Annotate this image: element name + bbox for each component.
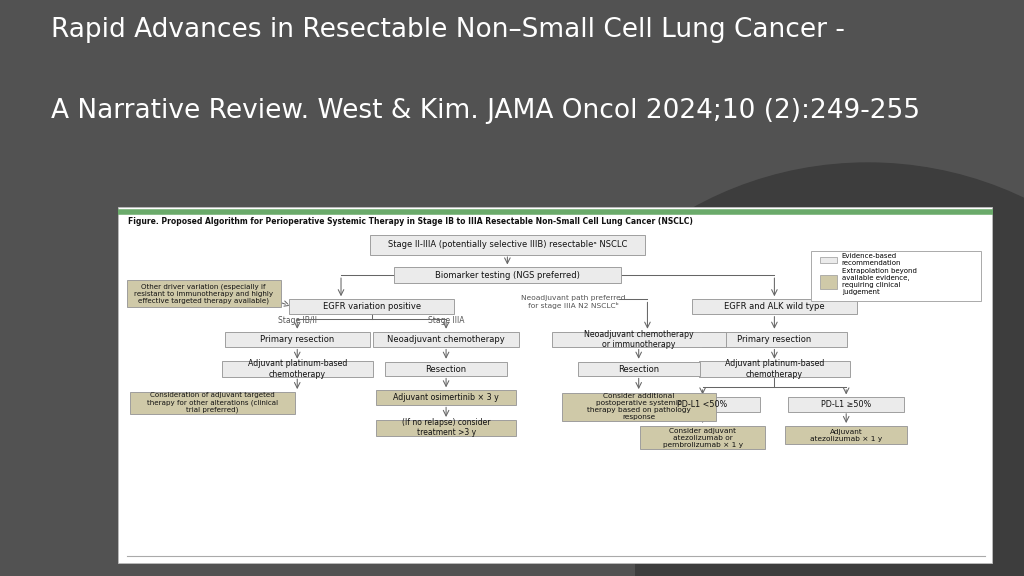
FancyBboxPatch shape <box>561 392 716 420</box>
Text: Primary resection: Primary resection <box>737 335 812 344</box>
Text: Neoadjuvant chemotherapy: Neoadjuvant chemotherapy <box>387 335 505 344</box>
FancyBboxPatch shape <box>640 426 765 449</box>
FancyBboxPatch shape <box>289 299 455 314</box>
FancyBboxPatch shape <box>224 332 370 347</box>
Text: Consider additional
postoperative systemic
therapy based on pathology
response: Consider additional postoperative system… <box>587 393 690 420</box>
Circle shape <box>521 163 1024 576</box>
FancyBboxPatch shape <box>820 257 838 263</box>
Text: Adjuvant platinum-based
chemotherapy: Adjuvant platinum-based chemotherapy <box>725 359 824 379</box>
FancyBboxPatch shape <box>552 332 726 347</box>
FancyBboxPatch shape <box>578 362 699 376</box>
FancyBboxPatch shape <box>394 267 621 283</box>
Text: Evidence-based
recommendation: Evidence-based recommendation <box>842 253 901 266</box>
Text: Stage II-IIIA (potentially selective IIIB) resectableᵃ NSCLC: Stage II-IIIA (potentially selective III… <box>388 240 627 249</box>
Text: Neoadjuvant chemotherapy
or immunotherapy: Neoadjuvant chemotherapy or immunotherap… <box>584 330 693 349</box>
FancyBboxPatch shape <box>820 275 838 289</box>
FancyBboxPatch shape <box>385 362 507 376</box>
Text: PD-L1 ≥50%: PD-L1 ≥50% <box>821 400 871 409</box>
Text: Adjuvant
atezolizumab × 1 y: Adjuvant atezolizumab × 1 y <box>810 429 883 442</box>
Text: PD-L1 <50%: PD-L1 <50% <box>678 400 728 409</box>
FancyBboxPatch shape <box>691 299 857 314</box>
Text: Primary resection: Primary resection <box>260 335 335 344</box>
Text: (If no relapse) consider
treatment >3 y: (If no relapse) consider treatment >3 y <box>401 418 490 437</box>
FancyBboxPatch shape <box>701 332 847 347</box>
FancyBboxPatch shape <box>699 361 850 377</box>
FancyBboxPatch shape <box>118 207 993 564</box>
Text: Consider adjuvant
atezolizumab or
pembrolizumab × 1 y: Consider adjuvant atezolizumab or pembro… <box>663 428 742 448</box>
Text: Adjuvant platinum-based
chemotherapy: Adjuvant platinum-based chemotherapy <box>248 359 347 379</box>
Text: Rapid Advances in Resectable Non–Small Cell Lung Cancer -: Rapid Advances in Resectable Non–Small C… <box>51 17 845 43</box>
Text: Resection: Resection <box>426 365 467 374</box>
FancyBboxPatch shape <box>788 397 904 412</box>
FancyBboxPatch shape <box>127 280 281 308</box>
Text: EGFR and ALK wild type: EGFR and ALK wild type <box>724 302 824 311</box>
Text: Figure. Proposed Algorithm for Perioperative Systemic Therapy in Stage IB to III: Figure. Proposed Algorithm for Periopera… <box>128 217 693 226</box>
Text: Consideration of adjuvant targeted
therapy for other alterations (clinical
trial: Consideration of adjuvant targeted thera… <box>146 392 278 413</box>
FancyBboxPatch shape <box>785 426 907 445</box>
FancyBboxPatch shape <box>130 392 295 414</box>
FancyBboxPatch shape <box>374 332 519 347</box>
FancyBboxPatch shape <box>222 361 373 377</box>
Text: Other driver variation (especially if
resistant to immunotherapy and highly
effe: Other driver variation (especially if re… <box>134 283 273 304</box>
Text: Adjuvant osimertinib × 3 y: Adjuvant osimertinib × 3 y <box>393 393 499 402</box>
FancyBboxPatch shape <box>811 251 981 301</box>
Text: Stage IIIA: Stage IIIA <box>428 316 464 324</box>
Text: Biomarker testing (NGS preferred): Biomarker testing (NGS preferred) <box>435 271 580 280</box>
Text: Resection: Resection <box>618 365 659 374</box>
Text: A Narrative Review. West & Kim. JAMA Oncol 2024;10 (2):249-255: A Narrative Review. West & Kim. JAMA Onc… <box>51 98 921 124</box>
Text: Stage IB/II: Stage IB/II <box>278 316 316 324</box>
FancyBboxPatch shape <box>377 390 516 405</box>
Text: EGFR variation positive: EGFR variation positive <box>323 302 421 311</box>
Text: Neoadjuvant path preferred
for stage IIIA N2 NSCLCᵇ: Neoadjuvant path preferred for stage III… <box>521 295 626 309</box>
FancyBboxPatch shape <box>645 397 761 412</box>
Text: Extrapolation beyond
available evidence,
requiring clinical
judgement: Extrapolation beyond available evidence,… <box>842 268 916 295</box>
FancyBboxPatch shape <box>370 235 645 255</box>
FancyBboxPatch shape <box>377 420 516 435</box>
